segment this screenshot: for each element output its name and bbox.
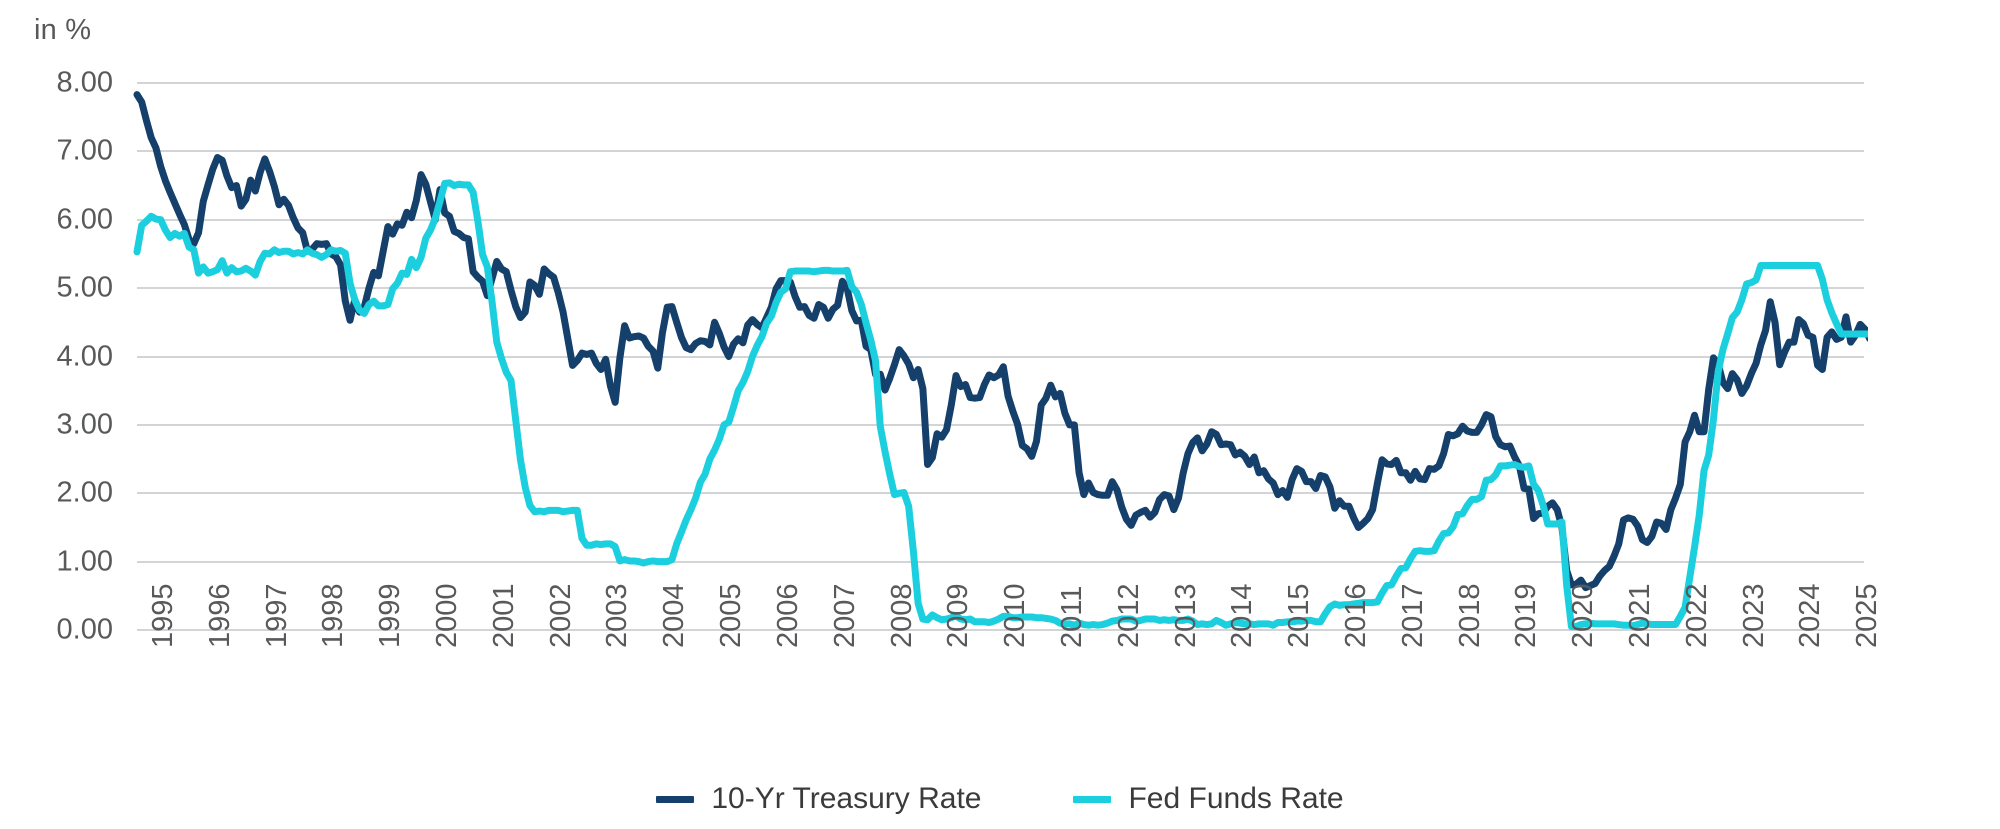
x-axis-tick-label: 2016 [1339,583,1372,648]
x-axis-tick-label: 2009 [942,583,975,648]
x-axis-tick-label: 2023 [1737,583,1770,648]
x-axis-tick-label: 2006 [771,583,804,648]
y-axis-tick-label: 2.00 [56,476,113,509]
gridline [137,629,1864,631]
x-axis-tick-label: 2018 [1453,583,1486,648]
x-axis-tick-label: 2010 [999,583,1032,648]
x-axis-tick-label: 1998 [317,583,350,648]
gridline [137,287,1864,290]
y-axis-tick-label: 1.00 [56,545,113,578]
y-axis-tick-label: 0.00 [56,613,113,646]
y-axis-tick-label: 3.00 [56,408,113,441]
chart-legend: 10-Yr Treasury Rate Fed Funds Rate [0,782,2000,816]
x-axis-tick-label: 2004 [658,583,691,648]
gridline [137,560,1864,563]
x-axis-tick-label: 2008 [885,583,918,648]
x-axis-tick-label: 2001 [487,583,520,648]
gridline [137,218,1864,221]
x-axis-tick-label: 2003 [601,583,634,648]
x-axis-tick-label: 2020 [1567,583,1600,648]
y-axis-tick-label: 4.00 [56,340,113,372]
x-axis-tick-label: 2025 [1851,583,1884,648]
y-axis-tick-label: 7.00 [56,134,113,167]
x-axis-tick-label: 2012 [1112,583,1145,648]
x-axis-tick-label: 1999 [374,583,407,648]
x-axis-tick-label: 2013 [1169,583,1202,648]
series-line [133,179,1868,631]
x-axis-tick-label: 2005 [715,583,748,648]
gridline [137,150,1864,153]
x-axis-tick-label: 1996 [203,583,236,648]
gridline [137,492,1864,495]
x-axis-tick-label: 1995 [147,583,179,648]
x-axis-tick-label: 2002 [544,583,577,648]
x-axis-tick-label: 1997 [260,583,293,648]
gridline [137,82,1864,84]
x-axis-tick-label: 2015 [1283,583,1316,648]
gridline [137,355,1864,358]
x-axis-tick-label: 2021 [1624,583,1657,648]
x-axis-tick-label: 2014 [1226,583,1259,648]
legend-label: Fed Funds Rate [1128,782,1344,815]
line-swatch-icon [1073,795,1112,803]
y-axis-tick-label: 8.00 [56,66,113,99]
legend-entry[interactable]: Fed Funds Rate [1073,782,1344,816]
x-axis-tick-label: 2011 [1055,585,1088,648]
x-axis-tick-label: 2019 [1510,583,1543,648]
gridline [137,423,1864,426]
series-line [133,91,1868,592]
x-axis-tick-label: 2000 [431,583,464,648]
y-axis-tick-label: 6.00 [56,203,113,236]
legend-entry[interactable]: 10-Yr Treasury Rate [656,782,981,816]
legend-label: 10-Yr Treasury Rate [711,782,982,815]
x-axis-tick-label: 2017 [1396,583,1429,648]
x-axis-tick-label: 2022 [1680,583,1713,648]
x-axis-tick-label: 2024 [1794,583,1827,648]
y-axis-tick-label: 5.00 [56,271,113,304]
y-axis-unit-label: in % [34,14,92,46]
x-axis-tick-label: 2007 [828,583,861,648]
line-swatch-icon [656,795,695,803]
